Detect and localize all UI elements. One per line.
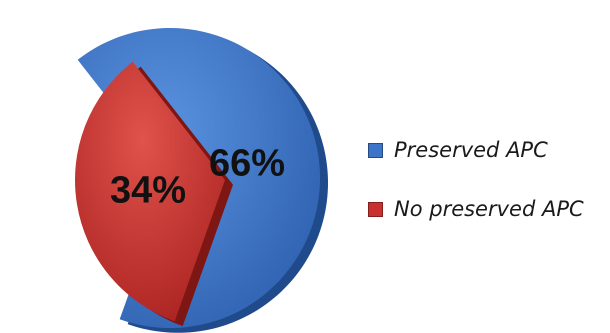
legend: Preserved APC No preserved APC: [368, 133, 584, 226]
pie-label-preserved-apc: 66%: [209, 143, 285, 185]
legend-label-preserved-apc: Preserved APC: [394, 138, 548, 162]
legend-item-preserved-apc: Preserved APC: [368, 133, 584, 167]
legend-item-no-preserved-apc: No preserved APC: [368, 192, 584, 226]
legend-label-no-preserved-apc: No preserved APC: [394, 197, 584, 221]
legend-swatch-preserved-apc: [368, 142, 383, 158]
pie-label-no-preserved-apc: 34%: [110, 170, 186, 212]
pie-slice-no-preserved-apc: [74, 61, 225, 322]
legend-swatch-no-preserved-apc: [368, 201, 383, 217]
